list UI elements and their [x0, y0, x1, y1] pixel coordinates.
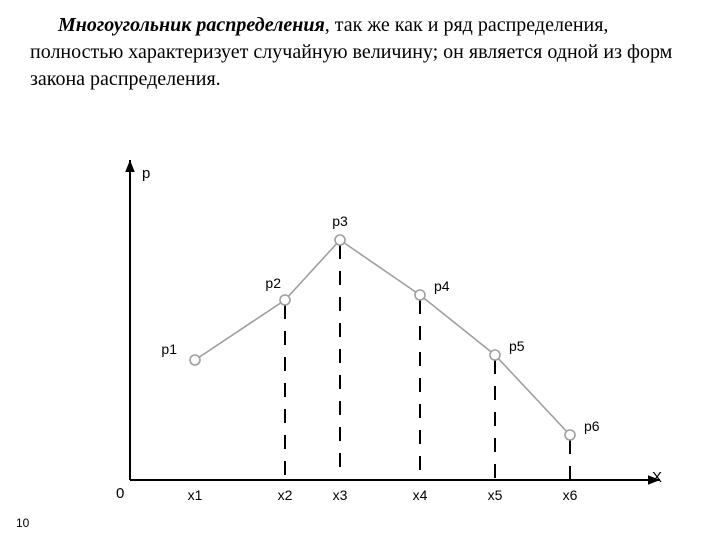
data-point: [280, 295, 290, 305]
origin-label: 0: [116, 485, 124, 502]
point-x-label: x6: [563, 487, 578, 503]
point-p-label: p3: [332, 213, 348, 229]
distribution-polygon-chart: p X 0 p1 p2 p3 p4 p5 p6 x1 x2 x3 x4 x5 x6: [80, 150, 680, 520]
point-p-label: p6: [584, 418, 600, 434]
point-x-label: x3: [333, 487, 348, 503]
y-axis-label: p: [142, 165, 150, 182]
data-point: [415, 290, 425, 300]
data-point: [490, 350, 500, 360]
description-paragraph: Многоугольник распределения, так же как …: [30, 12, 690, 93]
point-x-label: x5: [488, 487, 503, 503]
point-p-label: p5: [509, 338, 525, 354]
point-x-label: x2: [278, 487, 293, 503]
data-point: [335, 235, 345, 245]
term: Многоугольник распределения: [58, 14, 325, 36]
x-axis-label: X: [652, 469, 662, 486]
chart-svg: p X 0 p1 p2 p3 p4 p5 p6 x1 x2 x3 x4 x5 x6: [80, 150, 680, 520]
point-x-label: x4: [413, 487, 428, 503]
point-p-label: p1: [161, 341, 177, 357]
point-p-label: p4: [434, 278, 450, 294]
point-p-label: p2: [265, 275, 281, 291]
point-x-label: x1: [188, 487, 203, 503]
page: Многоугольник распределения, так же как …: [0, 0, 720, 540]
y-axis-arrow: [125, 160, 135, 172]
data-point: [190, 355, 200, 365]
data-point: [565, 430, 575, 440]
page-number: 10: [16, 516, 29, 530]
